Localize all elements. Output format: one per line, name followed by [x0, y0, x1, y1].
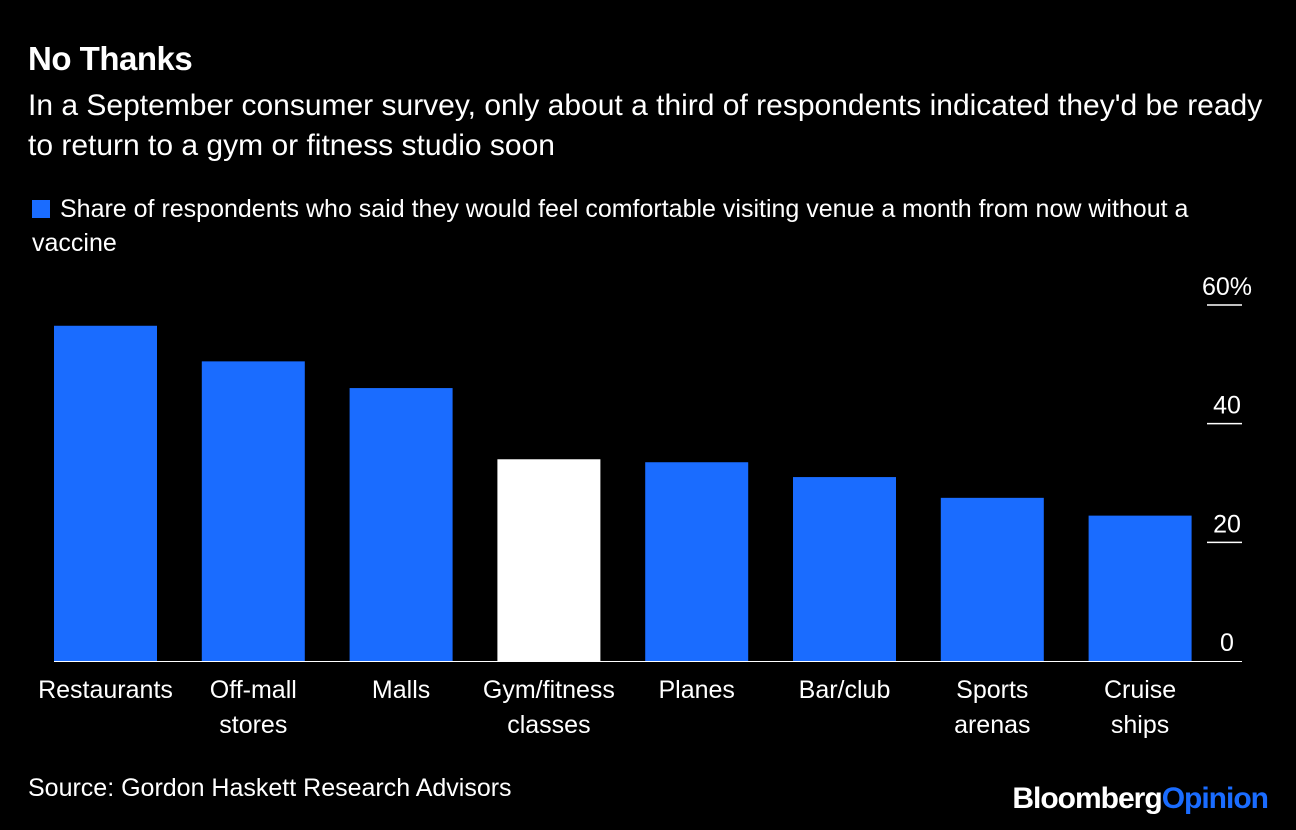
chart-subtitle: In a September consumer survey, only abo… — [28, 89, 1263, 162]
bar-3 — [497, 459, 601, 661]
x-tick-label-1-1: stores — [219, 711, 287, 739]
source-note: Source: Gordon Haskett Research Advisors — [28, 774, 512, 802]
x-tick-label-5-0: Bar/club — [799, 676, 891, 704]
y-tick-label-0: 0 — [1220, 629, 1234, 657]
y-tick-label-1: 20 — [1213, 510, 1241, 538]
brand-opinion: Opinion — [1161, 782, 1269, 815]
x-tick-label-4-0: Planes — [658, 676, 734, 704]
x-tick-label-7-1: ships — [1111, 711, 1169, 739]
x-tick-label-6-0: Sports — [956, 676, 1028, 704]
x-tick-label-7-0: Cruise — [1104, 676, 1176, 704]
x-tick-label-0-0: Restaurants — [38, 676, 173, 704]
x-tick-label-6-1: arenas — [954, 711, 1030, 739]
x-tick-label-3-0: Gym/fitness — [483, 676, 615, 704]
x-tick-label-2-0: Malls — [372, 676, 430, 704]
brand-logo: BloombergOpinion — [1012, 782, 1269, 816]
x-tick-label-1-0: Off-mall — [210, 676, 297, 704]
brand-bloomberg: Bloomberg — [1012, 782, 1162, 815]
legend: Share of respondents who said they would… — [32, 192, 1272, 260]
legend-swatch — [32, 200, 50, 218]
y-tick-label-2: 40 — [1213, 392, 1241, 420]
bar-7 — [1088, 515, 1192, 661]
bar-6 — [940, 497, 1044, 661]
bar-4 — [645, 462, 749, 661]
bar-2 — [349, 388, 453, 661]
bar-5 — [793, 477, 896, 661]
bar-0 — [54, 325, 157, 661]
legend-label: Share of respondents who said they would… — [32, 195, 1189, 257]
chart-title: No Thanks — [28, 40, 193, 77]
bar-1 — [201, 361, 305, 661]
y-tick-label-3: 60% — [1202, 273, 1252, 301]
x-tick-label-3-1: classes — [507, 711, 590, 739]
